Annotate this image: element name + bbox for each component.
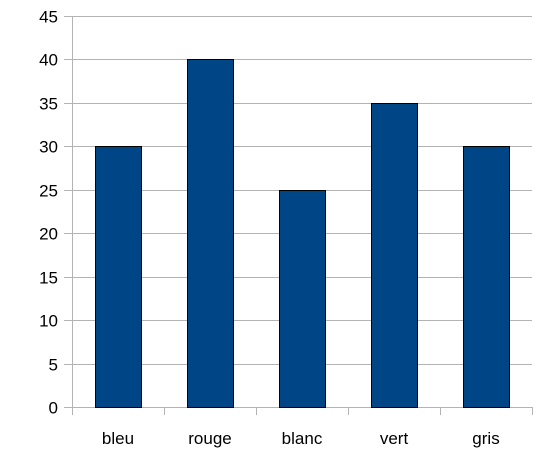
- y-tick-label-0: 0: [49, 399, 58, 418]
- bar-bleu: [95, 146, 142, 408]
- y-tick-label-30: 30: [39, 138, 58, 157]
- x-tick-labels: bleu rouge blanc vert gris: [102, 429, 500, 448]
- x-tick-label-bleu: bleu: [102, 429, 134, 448]
- y-tick-labels: 0 5 10 15 20 25 30 35 40 45: [39, 8, 58, 418]
- bar-blanc: [279, 190, 326, 408]
- bar-gris: [463, 146, 510, 408]
- x-tick-label-vert: vert: [380, 429, 409, 448]
- y-tick-label-10: 10: [39, 312, 58, 331]
- y-tick-label-45: 45: [39, 8, 58, 27]
- bar-rouge: [187, 59, 234, 408]
- x-tick-label-gris: gris: [472, 429, 499, 448]
- y-tick-label-15: 15: [39, 269, 58, 288]
- x-tick-label-rouge: rouge: [188, 429, 231, 448]
- y-tick-label-35: 35: [39, 95, 58, 114]
- y-tick-label-5: 5: [49, 356, 58, 375]
- bar-vert: [371, 103, 418, 408]
- bars: [95, 59, 510, 408]
- y-tick-label-25: 25: [39, 182, 58, 201]
- y-tick-label-20: 20: [39, 225, 58, 244]
- y-tick-label-40: 40: [39, 51, 58, 70]
- x-tick-label-blanc: blanc: [282, 429, 323, 448]
